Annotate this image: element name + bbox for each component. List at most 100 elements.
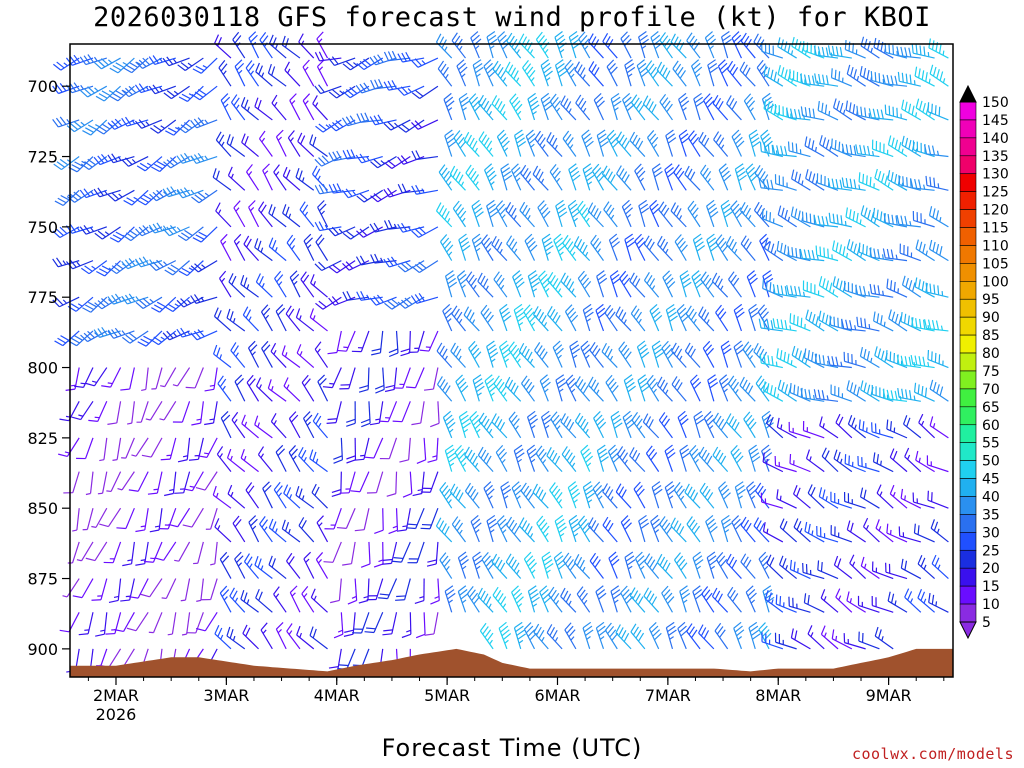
barb-feather <box>597 273 606 281</box>
barb-shaft <box>700 279 715 298</box>
barb-feather <box>624 233 633 241</box>
barb-shaft <box>334 57 356 67</box>
wind-barb <box>383 187 411 198</box>
barb-feather <box>624 140 630 150</box>
barb-feather <box>730 378 737 388</box>
wind-barb <box>587 517 604 543</box>
barb-shaft <box>367 367 370 390</box>
wind-barb <box>437 60 453 87</box>
wind-barb <box>317 200 329 228</box>
barb-feather <box>374 529 384 534</box>
barb-half-feather <box>106 490 112 493</box>
barb-feather <box>591 64 597 73</box>
barb-feather <box>488 207 498 214</box>
barb-feather <box>682 277 691 285</box>
barb-half-feather <box>490 392 495 397</box>
barb-feather <box>486 377 495 386</box>
wind-barb <box>268 34 287 59</box>
barb-feather <box>727 375 735 384</box>
barb-feather <box>359 384 369 389</box>
barb-feather <box>287 130 295 139</box>
barb-feather <box>461 100 470 108</box>
barb-feather <box>414 58 423 67</box>
barb-feather <box>470 344 478 353</box>
wind-barb <box>779 518 798 543</box>
barb-shaft <box>595 591 605 613</box>
barb-feather <box>646 374 654 383</box>
barb-shaft <box>703 100 715 121</box>
wind-barb <box>645 60 660 87</box>
barb-shaft <box>289 277 301 298</box>
barb-feather <box>397 301 406 309</box>
wind-barb <box>484 374 498 402</box>
wind-barb <box>699 482 715 509</box>
barb-feather <box>66 196 75 203</box>
wind-barb <box>396 508 411 532</box>
barb-feather <box>277 448 286 457</box>
barb-feather <box>150 338 159 346</box>
barb-half-feather <box>94 87 99 92</box>
barb-shaft <box>636 346 646 368</box>
barb-feather <box>220 411 229 419</box>
barb-feather <box>616 165 622 175</box>
barb-shaft <box>606 66 618 87</box>
barb-shaft <box>316 66 329 87</box>
wind-barb <box>589 552 604 579</box>
wind-barb <box>638 199 650 228</box>
barb-feather <box>129 62 139 68</box>
wind-barb <box>574 61 591 87</box>
barb-feather <box>794 630 798 640</box>
barb-feather <box>491 413 497 423</box>
wind-barb <box>761 632 784 650</box>
barb-half-feather <box>544 388 549 393</box>
wind-barb <box>603 201 618 228</box>
barb-shaft <box>172 471 177 494</box>
barb-feather <box>749 277 758 285</box>
wind-barb <box>686 623 701 650</box>
barb-half-feather <box>202 65 208 69</box>
barb-feather <box>485 558 493 567</box>
barb-feather <box>471 414 479 423</box>
wind-barb <box>261 340 273 368</box>
wind-barb <box>512 270 525 298</box>
wind-barb <box>443 92 455 121</box>
barb-half-feather <box>173 332 178 338</box>
barb-half-feather <box>585 217 590 223</box>
wind-barb <box>596 444 609 472</box>
barb-feather <box>508 411 516 420</box>
barb-feather <box>699 164 707 174</box>
barb-half-feather <box>402 525 408 528</box>
barb-feather <box>483 555 491 564</box>
wind-barb <box>295 308 315 332</box>
barb-feather <box>268 518 274 528</box>
barb-feather <box>500 625 509 633</box>
barb-feather <box>254 97 259 107</box>
barb-half-feather <box>771 599 774 605</box>
barb-shaft <box>81 541 94 562</box>
barb-feather <box>695 418 705 425</box>
wind-barb <box>436 342 453 368</box>
wind-barb <box>226 308 246 332</box>
wind-barb <box>774 455 797 473</box>
barb-feather <box>491 235 497 245</box>
barb-feather <box>262 481 270 489</box>
wind-barb <box>581 129 594 157</box>
wind-barb <box>665 303 678 332</box>
barb-feather <box>283 484 289 494</box>
barb-feather <box>149 529 160 533</box>
wind-barb <box>233 233 246 261</box>
barb-feather <box>654 315 663 323</box>
barb-feather <box>721 170 730 178</box>
barb-feather <box>521 204 528 214</box>
barb-feather <box>83 55 91 64</box>
barb-half-feather <box>104 231 110 236</box>
barb-feather <box>170 264 180 271</box>
wind-barb <box>630 623 646 650</box>
barb-half-feather <box>709 425 714 430</box>
barb-feather <box>758 551 767 560</box>
wind-barb <box>564 304 579 332</box>
barb-feather <box>587 517 594 527</box>
barb-shaft <box>549 171 563 191</box>
barb-feather <box>719 241 727 250</box>
barb-feather <box>451 32 458 41</box>
